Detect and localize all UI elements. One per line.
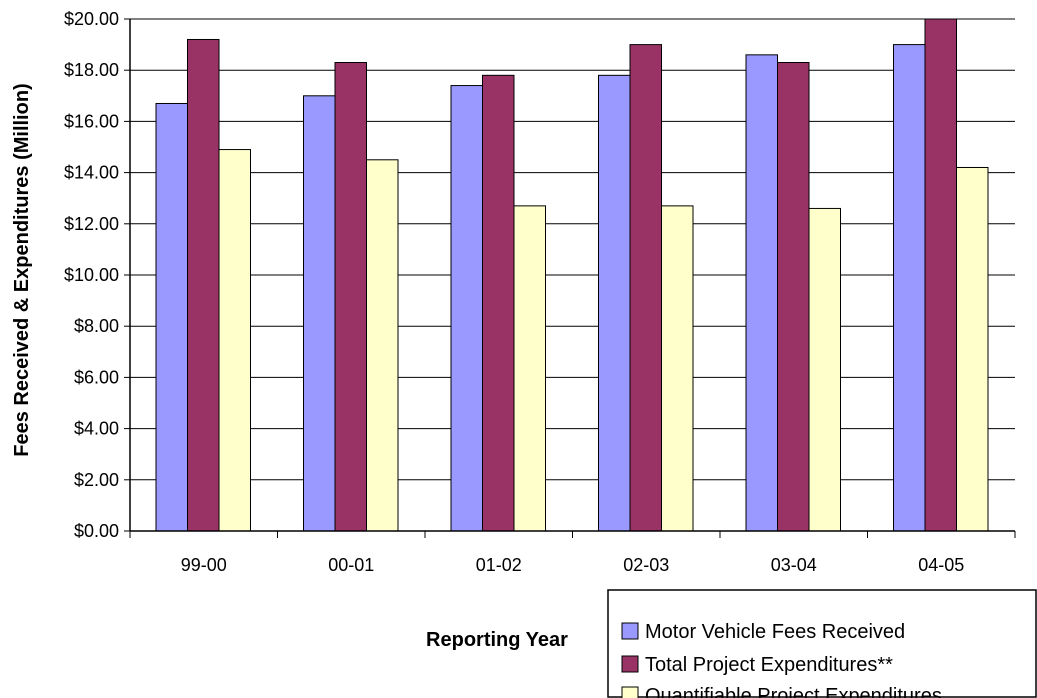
- y-tick-label: $14.00: [64, 163, 119, 183]
- y-tick-label: $4.00: [74, 419, 119, 439]
- bar-02-03-series-1: [598, 74, 631, 532]
- x-tick-label: 00-01: [328, 555, 374, 575]
- y-tick-label: $2.00: [74, 470, 119, 490]
- bar-99-00-series-3: [218, 149, 251, 532]
- y-tick-label: $18.00: [64, 60, 119, 80]
- legend-swatch-series-1: [621, 622, 639, 640]
- bar-03-04-series-1: [745, 54, 778, 532]
- x-tick-labels: 99-00 00-01 01-02 02-03 03-04 04-05: [181, 555, 965, 575]
- y-tick-label: $8.00: [74, 316, 119, 336]
- legend: Motor Vehicle Fees Received Total Project…: [607, 589, 1037, 698]
- bar-02-03-series-2: [629, 44, 662, 532]
- legend-label-series-3: Quantifiable Project Expenditures: [645, 685, 942, 698]
- y-tick-labels: $0.00 $2.00 $4.00 $6.00 $8.00 $10.00 $12.00 $14…: [64, 9, 119, 541]
- y-tick-label: $16.00: [64, 111, 119, 131]
- bar-03-04-series-2: [777, 62, 810, 532]
- bar-01-02-series-2: [482, 74, 515, 532]
- bar-01-02-series-1: [450, 85, 483, 532]
- bar-00-01-series-2: [334, 62, 367, 532]
- x-axis-title: Reporting Year: [426, 629, 568, 651]
- bar-02-03-series-3: [661, 205, 694, 532]
- legend-label-series-2: Total Project Expenditures**: [645, 654, 893, 676]
- y-tick-label: $6.00: [74, 367, 119, 387]
- bar-00-01-series-1: [303, 95, 336, 532]
- bar-04-05-series-1: [893, 44, 926, 532]
- legend-box: [607, 589, 1037, 698]
- y-tick-label: $0.00: [74, 521, 119, 541]
- x-tick-label: 99-00: [181, 555, 227, 575]
- x-tick-label: 04-05: [918, 555, 964, 575]
- x-tick-label: 02-03: [623, 555, 669, 575]
- legend-label-series-1: Motor Vehicle Fees Received: [645, 621, 905, 643]
- bar-04-05-series-3: [956, 166, 989, 532]
- bar-00-01-series-3: [366, 159, 399, 532]
- gridlines: [130, 18, 1015, 481]
- bar-99-00-series-1: [155, 102, 188, 532]
- y-tick-label: $10.00: [64, 265, 119, 285]
- bar-01-02-series-3: [513, 205, 546, 532]
- legend-swatch-series-2: [621, 655, 639, 673]
- bar-04-05-series-2: [924, 18, 957, 532]
- bar-99-00-series-2: [187, 38, 220, 532]
- y-tick-label: $12.00: [64, 214, 119, 234]
- legend-swatch-series-3: [621, 686, 639, 698]
- bar-03-04-series-3: [808, 207, 841, 532]
- axes: [124, 18, 1016, 538]
- x-tick-label: 03-04: [771, 555, 817, 575]
- y-tick-label: $20.00: [64, 9, 119, 29]
- y-axis-title: Fees Received & Expenditures (Million): [11, 83, 33, 456]
- x-tick-label: 01-02: [476, 555, 522, 575]
